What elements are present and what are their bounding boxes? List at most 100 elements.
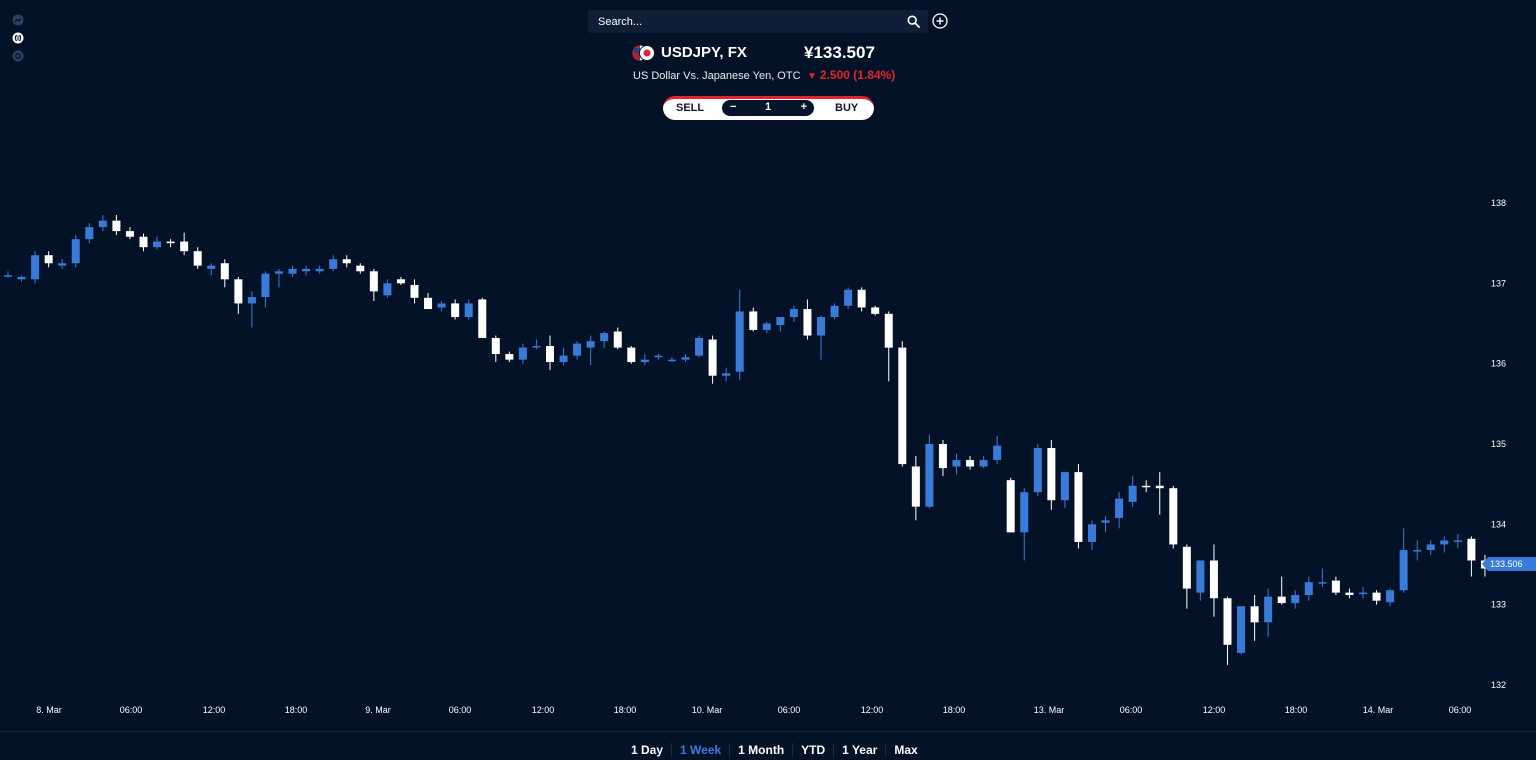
candle-body — [1277, 596, 1286, 604]
range-1-day[interactable]: 1 Day — [631, 743, 664, 757]
candle — [4, 271, 12, 278]
candle — [1047, 439, 1056, 510]
range-ytd[interactable]: YTD — [792, 743, 833, 757]
chart-style-icon[interactable] — [12, 14, 24, 26]
x-tick-label: 12:00 — [203, 705, 226, 715]
x-tick-label: 18:00 — [1285, 705, 1308, 715]
candle — [1304, 576, 1313, 601]
y-tick-label: 132 — [1491, 680, 1506, 690]
increase-quantity-button[interactable]: + — [800, 101, 807, 113]
candle — [667, 357, 676, 363]
x-tick-label: 12:00 — [861, 705, 884, 715]
candle-body — [640, 359, 649, 363]
candle — [1440, 536, 1449, 553]
candle-body — [1196, 560, 1205, 593]
candle — [396, 276, 405, 285]
candle — [369, 268, 378, 302]
candle-body — [71, 239, 80, 264]
candle — [139, 233, 148, 252]
range-1-week[interactable]: 1 Week — [671, 743, 729, 757]
candle-body — [112, 220, 121, 232]
candle — [491, 335, 500, 363]
candle — [789, 305, 798, 322]
candle-body — [667, 359, 676, 362]
quantity-value[interactable]: 1 — [764, 101, 772, 113]
candle — [1345, 588, 1354, 599]
add-watchlist-icon[interactable] — [932, 13, 948, 29]
candle-body — [1237, 606, 1246, 653]
candle-body — [1250, 606, 1259, 623]
candle — [1155, 472, 1164, 515]
settings-icon[interactable] — [12, 50, 24, 62]
decrease-quantity-button[interactable]: − — [730, 101, 737, 113]
candle — [817, 315, 825, 360]
candle-body — [180, 241, 189, 252]
search-icon[interactable] — [907, 15, 920, 28]
candle — [112, 215, 121, 236]
candle — [505, 351, 514, 363]
x-tick-label: 06:00 — [120, 705, 143, 715]
candle-body — [966, 460, 975, 467]
x-tick-label: 18:00 — [614, 705, 637, 715]
candle — [586, 335, 595, 366]
candle — [1060, 472, 1069, 509]
candle — [288, 265, 297, 277]
candle-body — [817, 317, 825, 336]
sell-button[interactable]: SELL — [676, 102, 705, 114]
current-price-label: 133.506 — [1490, 559, 1523, 569]
candle — [803, 299, 812, 340]
candle-body — [1169, 488, 1178, 545]
candle — [966, 456, 975, 470]
candle-body — [17, 276, 26, 280]
candle-body — [952, 460, 961, 467]
candle — [166, 239, 175, 248]
candle — [17, 275, 26, 282]
candle-body — [911, 466, 920, 507]
candles — [4, 215, 1489, 665]
candle — [478, 297, 487, 338]
candle — [247, 291, 256, 328]
candle — [234, 276, 243, 314]
range-max[interactable]: Max — [885, 743, 925, 757]
x-tick-label: 06:00 — [1449, 705, 1472, 715]
candle — [938, 439, 947, 477]
candle-body — [532, 345, 541, 348]
range-1-year[interactable]: 1 Year — [833, 743, 885, 757]
candle-body — [844, 289, 853, 306]
y-tick-label: 136 — [1491, 359, 1506, 369]
candle-body — [1047, 448, 1056, 501]
candle-body — [85, 227, 94, 240]
candle-body — [654, 355, 663, 358]
range-1-month[interactable]: 1 Month — [729, 743, 792, 757]
indicator-icon[interactable] — [12, 32, 24, 44]
candle — [1291, 590, 1300, 609]
y-tick-label: 135 — [1491, 439, 1506, 449]
search-input[interactable] — [596, 14, 907, 29]
x-tick-label: 12:00 — [1203, 705, 1226, 715]
candle-body — [1426, 544, 1435, 551]
candle — [464, 299, 473, 320]
buy-button[interactable]: BUY — [835, 102, 859, 114]
last-price: ¥133.507 — [804, 43, 875, 62]
candle-body — [98, 220, 107, 228]
candle — [1128, 476, 1137, 507]
candle-body — [722, 373, 731, 376]
candle-body — [1467, 538, 1476, 561]
current-price-tag: 133.506 — [1482, 557, 1536, 572]
candle-body — [1291, 595, 1300, 604]
instrument-header: USDJPY, FX US Dollar Vs. Japanese Yen, O… — [632, 42, 932, 87]
candle-body — [44, 255, 53, 264]
x-tick-label: 06:00 — [1120, 705, 1143, 715]
candle-body — [586, 341, 595, 348]
candle — [830, 303, 839, 320]
left-toolbar — [12, 14, 26, 68]
x-tick-label: 13. Mar — [1034, 705, 1065, 715]
candle — [275, 268, 283, 288]
candle-body — [396, 279, 405, 284]
time-range-selector: 1 Day 1 Week 1 Month YTD 1 Year Max — [631, 743, 926, 757]
candle — [329, 255, 338, 272]
candle — [871, 305, 880, 316]
candle — [1142, 480, 1151, 493]
candle-body — [1155, 485, 1164, 489]
